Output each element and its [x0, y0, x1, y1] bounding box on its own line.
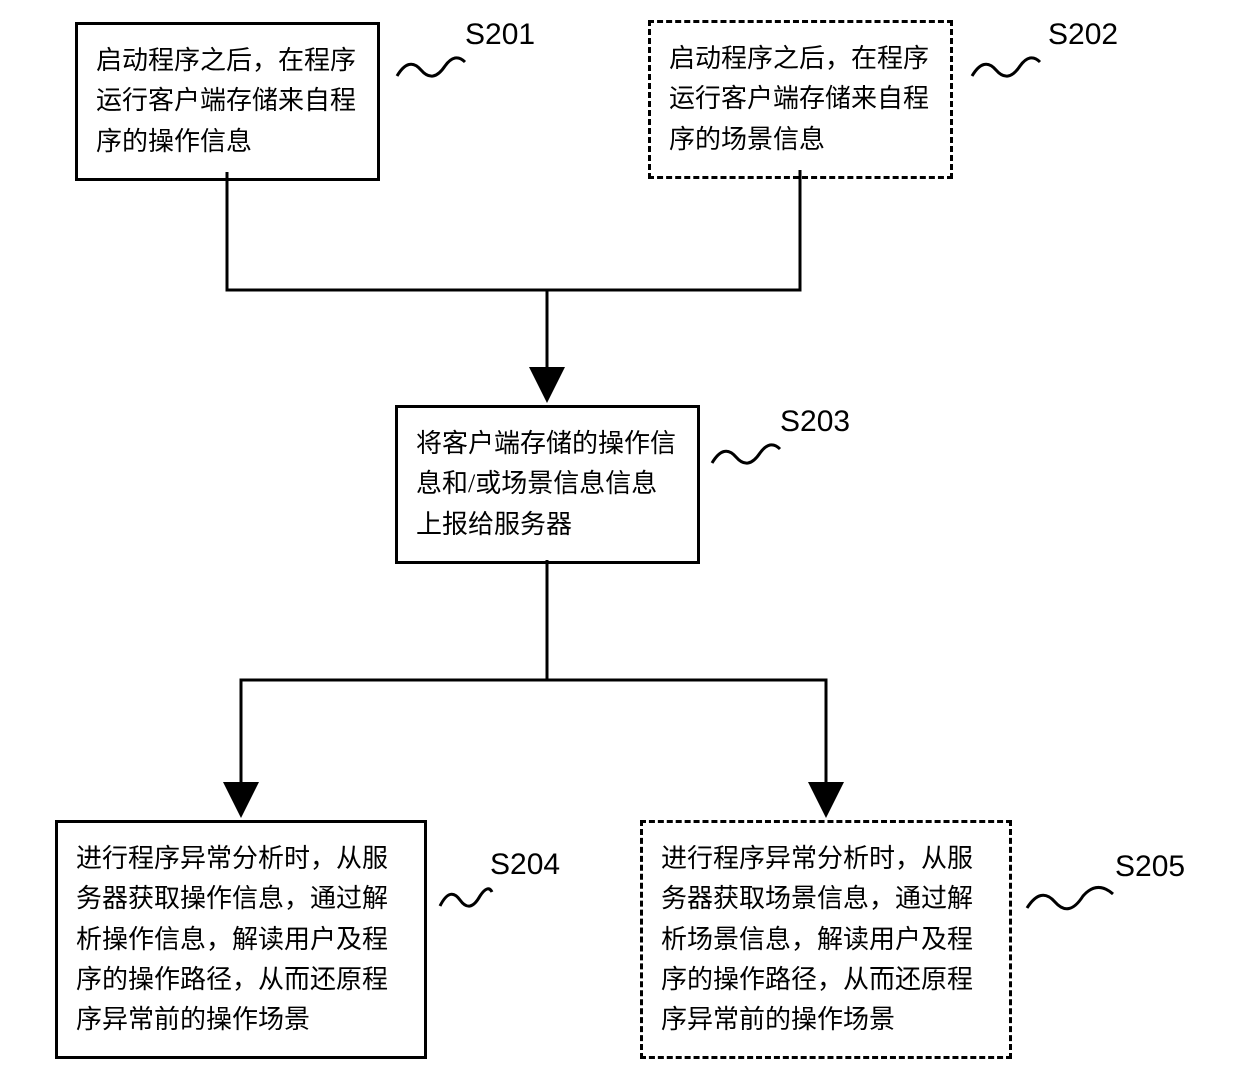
flow-label-s201: S201 [465, 18, 535, 52]
flow-node-text: 进行程序异常分析时，从服务器获取场景信息，通过解析场景信息，解读用户及程序的操作… [661, 844, 973, 1034]
flow-node-text: 启动程序之后，在程序运行客户端存储来自程序的场景信息 [669, 44, 929, 154]
flow-node-s204: 进行程序异常分析时，从服务器获取操作信息，通过解析操作信息，解读用户及程序的操作… [55, 820, 427, 1059]
flow-label-s204: S204 [490, 848, 560, 882]
flow-node-s203: 将客户端存储的操作信息和/或场景信息信息上报给服务器 [395, 405, 700, 564]
flow-node-s205: 进行程序异常分析时，从服务器获取场景信息，通过解析场景信息，解读用户及程序的操作… [640, 820, 1012, 1059]
squiggle-connector [438, 878, 494, 918]
flow-node-text: 将客户端存储的操作信息和/或场景信息信息上报给服务器 [416, 429, 676, 539]
flow-label-s205: S205 [1115, 850, 1185, 884]
squiggle-connector [710, 435, 782, 475]
flow-node-s201: 启动程序之后，在程序运行客户端存储来自程序的操作信息 [75, 22, 380, 181]
flow-label-s203: S203 [780, 405, 850, 439]
flow-node-s202: 启动程序之后，在程序运行客户端存储来自程序的场景信息 [648, 20, 953, 179]
flow-node-text: 启动程序之后，在程序运行客户端存储来自程序的操作信息 [96, 46, 356, 156]
squiggle-connector [1025, 880, 1115, 920]
squiggle-connector [970, 48, 1042, 88]
flow-label-s202: S202 [1048, 18, 1118, 52]
flow-node-text: 进行程序异常分析时，从服务器获取操作信息，通过解析操作信息，解读用户及程序的操作… [76, 844, 388, 1034]
squiggle-connector [395, 48, 467, 88]
